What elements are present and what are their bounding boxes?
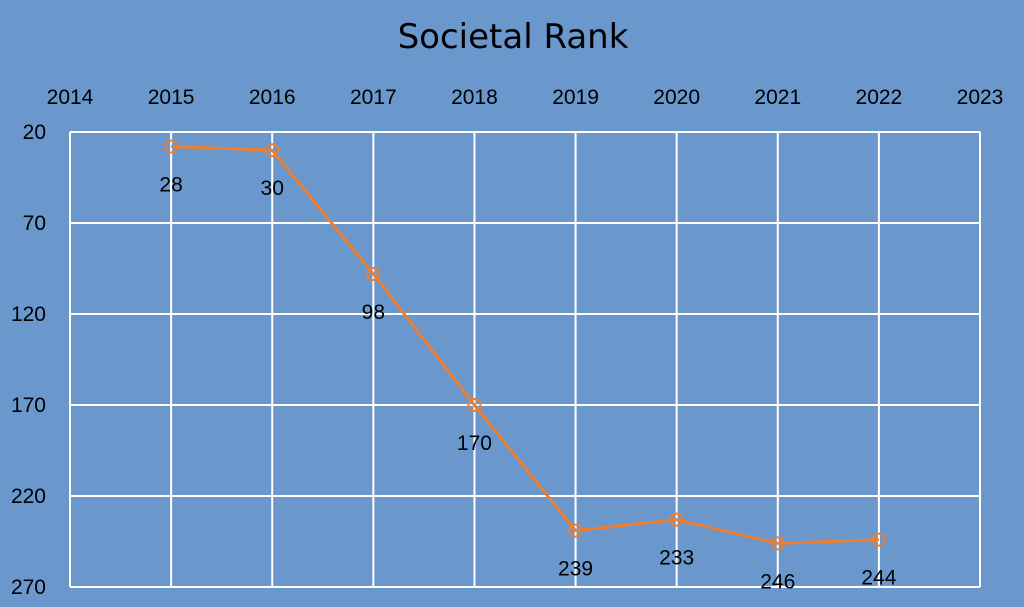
data-point-marker: [871, 532, 886, 547]
data-point-marker: [164, 139, 179, 154]
series-line-group: [164, 139, 886, 551]
series-line: [171, 145, 879, 545]
x-tick-label: 2019: [552, 86, 599, 109]
data-label: 170: [457, 432, 492, 455]
y-tick-label: 220: [11, 485, 46, 508]
x-tick-label: 2020: [653, 86, 700, 109]
x-tick-label: 2015: [148, 86, 195, 109]
x-tick-label: 2022: [856, 86, 903, 109]
data-point-marker: [568, 523, 583, 538]
data-label: 244: [861, 567, 896, 590]
data-label: 233: [659, 547, 694, 570]
data-point-marker: [265, 143, 280, 158]
y-tick-label: 270: [11, 576, 46, 599]
x-tick-label: 2014: [47, 86, 94, 109]
data-point-marker: [366, 266, 381, 281]
x-tick-label: 2016: [249, 86, 296, 109]
gridlines: [69, 131, 981, 588]
y-axis-tick-labels: 20 70 120 170 220 270: [11, 121, 46, 599]
y-tick-label: 120: [11, 303, 46, 326]
x-tick-label: 2021: [754, 86, 801, 109]
data-point-marker: [770, 536, 785, 551]
x-tick-label: 2018: [451, 86, 498, 109]
data-label: 239: [558, 558, 593, 581]
y-tick-label: 170: [11, 394, 46, 417]
x-tick-label: 2023: [957, 86, 1004, 109]
chart-title: Societal Rank: [398, 17, 629, 57]
data-label: 246: [760, 570, 795, 593]
data-label: 30: [261, 177, 284, 200]
data-label: 28: [159, 174, 182, 197]
x-axis-tick-labels: 2014 2015 2016 2017 2018 2019 2020 2021 2022 2023: [47, 86, 1004, 109]
x-tick-label: 2017: [350, 86, 397, 109]
y-tick-label: 70: [23, 212, 46, 235]
data-point-marker: [467, 398, 482, 412]
data-label: 98: [362, 301, 385, 324]
data-point-marker: [669, 512, 684, 527]
data-labels: 28 30 98 170 239 233 246 244: [159, 174, 896, 594]
y-tick-label: 20: [23, 121, 46, 144]
